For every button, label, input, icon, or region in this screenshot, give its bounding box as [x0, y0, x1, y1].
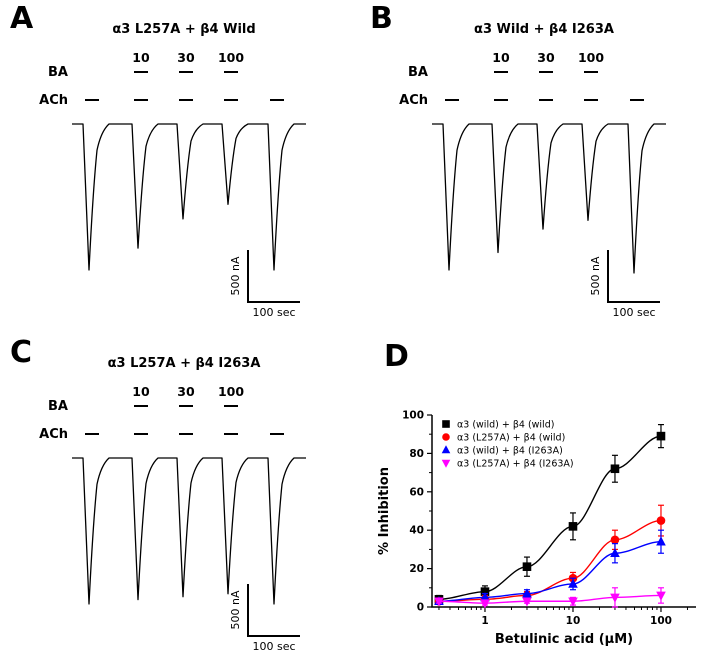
x-axis-label: Betulinic acid (μM) [495, 632, 633, 647]
marker-square [442, 420, 450, 428]
ba-concentration: 10 [492, 50, 510, 65]
fit-curve [438, 594, 661, 604]
marker-square [610, 464, 620, 474]
panel-a: BA 10 30 100 ACh 500 nA 100 sec A α3 L257A + β… [8, 4, 360, 334]
marker-triangle-up [480, 592, 490, 602]
ba-concentration: 10 [132, 384, 150, 399]
legend-label: α3 (wild) + β4 (wild) [457, 420, 554, 431]
panel-c-title: α3 L257A + β4 I263A [107, 356, 261, 371]
x-tick-label: 100 [650, 615, 672, 627]
ba-concentration: 30 [537, 50, 555, 65]
scale-time-label: 100 sec [252, 306, 295, 319]
marker-square [568, 522, 578, 531]
panel-a-title: α3 L257A + β4 Wild [112, 22, 256, 37]
scale-current-label: 500 nA [229, 256, 242, 295]
panel-b-current-trace: BA 10 30 100 ACh 500 nA 100 sec [399, 50, 666, 319]
ach-label: ACh [399, 93, 428, 108]
marker-square [656, 431, 666, 441]
legend-label: α3 (L257A) + β4 (I263A) [457, 459, 574, 470]
chart-axes [431, 415, 696, 608]
scale-current-label: 500 nA [229, 590, 242, 629]
ba-concentration: 100 [218, 384, 244, 399]
panel-c-letter: C [10, 335, 33, 370]
current-trace-path [72, 123, 306, 271]
marker-triangle-up [441, 445, 451, 454]
y-tick-label: 0 [417, 602, 424, 614]
marker-triangle-down [568, 597, 578, 607]
panel-b-letter: B [370, 1, 393, 36]
marker-triangle-down [610, 593, 620, 603]
ba-concentration: 30 [177, 384, 195, 399]
ba-label: BA [48, 65, 68, 80]
y-tick-label: 20 [409, 563, 424, 575]
marker-triangle-down [656, 591, 666, 601]
marker-square [480, 587, 490, 596]
current-trace-path [72, 457, 306, 605]
marker-circle [656, 516, 666, 525]
scale-time-label: 100 sec [252, 640, 295, 653]
marker-triangle-up [522, 588, 532, 598]
panel-b-title: α3 Wild + β4 I263A [474, 22, 614, 37]
marker-triangle-up [656, 536, 666, 546]
panel-a-current-trace: BA 10 30 100 ACh 500 nA 100 sec [39, 50, 306, 319]
ba-concentration: 10 [132, 50, 150, 65]
marker-circle [610, 535, 620, 545]
ba-label: BA [408, 65, 428, 80]
y-tick-label: 60 [409, 486, 424, 498]
legend-label: α3 (L257A) + β4 (wild) [457, 433, 565, 444]
panel-b: BA 10 30 100 ACh 500 nA 100 sec B α3 Wild + β4… [368, 4, 720, 334]
marker-circle [442, 433, 450, 441]
panel-d-letter: D [384, 339, 409, 374]
ba-concentration: 100 [578, 50, 604, 65]
y-axis-label: % Inhibition [377, 467, 392, 555]
ba-label: BA [48, 399, 68, 414]
fit-curve [438, 541, 661, 602]
marker-triangle-down [522, 597, 532, 607]
scale-bar [247, 584, 300, 637]
panel-c-current-trace: BA 10 30 100 ACh 500 nA 100 sec [39, 384, 306, 653]
y-tick-label: 40 [409, 525, 424, 537]
y-tick-label: 100 [402, 410, 424, 422]
panel-d: 0 20 40 60 80 100 1 10 100 Betulinic acid (μM) % I… [358, 338, 720, 668]
marker-square [522, 562, 532, 571]
scale-current-label: 500 nA [589, 256, 602, 295]
marker-triangle-down [434, 597, 444, 607]
marker-triangle-up [568, 578, 578, 588]
scale-bar [247, 250, 300, 303]
x-tick-label: 1 [481, 615, 488, 627]
ba-concentration: 30 [177, 50, 195, 65]
marker-triangle-down [441, 459, 451, 468]
marker-triangle-up [610, 547, 620, 558]
ba-concentration: 100 [218, 50, 244, 65]
ach-label: ACh [39, 427, 68, 442]
y-tick-label: 80 [409, 448, 424, 460]
scale-bar [607, 250, 660, 303]
panel-a-letter: A [10, 1, 34, 36]
ach-label: ACh [39, 93, 68, 108]
legend-label: α3 (wild) + β4 (I263A) [457, 446, 563, 457]
marker-triangle-down [480, 599, 490, 609]
scale-time-label: 100 sec [612, 306, 655, 319]
x-tick-label: 10 [566, 615, 581, 627]
dose-response-chart: 0 20 40 60 80 100 1 10 100 Betulinic acid (μM) % I… [377, 410, 696, 647]
current-trace-path [432, 123, 666, 274]
panel-c: BA 10 30 100 ACh 500 nA 100 sec C α3 L257A + β… [8, 338, 360, 668]
